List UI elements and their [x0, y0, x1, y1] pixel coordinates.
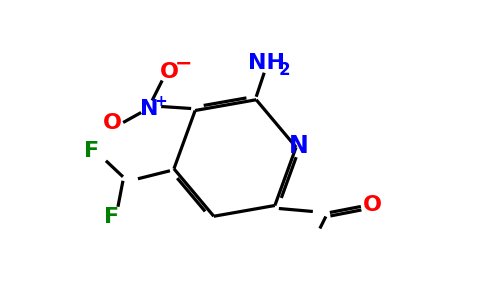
Text: NH: NH: [248, 53, 285, 73]
Text: +: +: [155, 94, 167, 109]
Text: 2: 2: [278, 61, 290, 79]
Text: −: −: [174, 53, 192, 74]
Text: N: N: [289, 134, 309, 158]
Text: O: O: [363, 196, 382, 215]
Text: O: O: [103, 112, 121, 133]
Text: F: F: [105, 207, 120, 227]
Text: F: F: [84, 141, 100, 161]
Text: N: N: [140, 98, 158, 118]
Text: O: O: [160, 61, 179, 82]
